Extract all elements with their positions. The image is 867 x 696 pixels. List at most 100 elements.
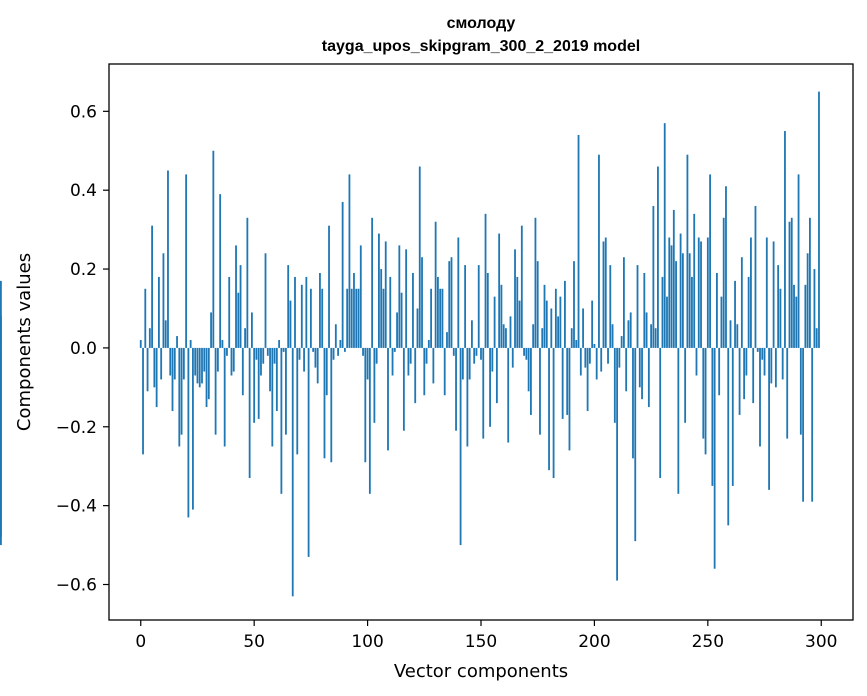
bar-78 bbox=[316, 347, 319, 384]
bar-119 bbox=[409, 347, 412, 364]
bar-245 bbox=[695, 347, 698, 376]
bar-203 bbox=[600, 347, 603, 372]
bar-33 bbox=[214, 347, 217, 435]
bar-235 bbox=[672, 209, 675, 348]
bar-45 bbox=[241, 347, 244, 396]
bar-43 bbox=[237, 292, 240, 348]
bar-129 bbox=[432, 347, 435, 384]
bar-88 bbox=[339, 340, 342, 348]
bar-18 bbox=[180, 347, 183, 435]
bar-124 bbox=[421, 257, 423, 348]
bar-241 bbox=[686, 154, 689, 348]
bar-271 bbox=[754, 205, 757, 348]
bar-168 bbox=[520, 225, 523, 348]
bar-258 bbox=[725, 186, 727, 348]
bar-85 bbox=[332, 347, 335, 360]
bar-177 bbox=[541, 328, 544, 348]
x-axis-label: Vector components bbox=[394, 661, 568, 682]
bar-236 bbox=[675, 261, 677, 348]
bar-246 bbox=[697, 237, 700, 348]
bar-49 bbox=[251, 312, 253, 348]
bar-9 bbox=[160, 347, 163, 380]
bar-211 bbox=[618, 347, 621, 368]
bar-165 bbox=[514, 249, 516, 348]
bar-115 bbox=[400, 292, 403, 348]
bar-295 bbox=[809, 217, 811, 348]
bar-226 bbox=[652, 205, 655, 348]
bar-111 bbox=[391, 347, 394, 376]
bar-14 bbox=[171, 347, 174, 411]
bar-70 bbox=[298, 347, 301, 360]
bar-11 bbox=[164, 320, 167, 348]
bar-161 bbox=[505, 328, 507, 348]
bar-99 bbox=[364, 347, 367, 463]
bar-2 bbox=[144, 288, 147, 348]
bar-50 bbox=[253, 347, 256, 423]
x-tick-label: 250 bbox=[692, 632, 724, 652]
bar-287 bbox=[790, 217, 793, 348]
bar-109 bbox=[387, 347, 389, 451]
bar-204 bbox=[602, 241, 605, 348]
bar-171 bbox=[527, 347, 530, 392]
bar-205 bbox=[604, 237, 607, 348]
bar-256 bbox=[720, 296, 723, 348]
bar-127 bbox=[427, 340, 430, 348]
bar-180 bbox=[548, 347, 550, 471]
bar-7 bbox=[155, 347, 158, 408]
bar-141 bbox=[459, 347, 462, 546]
bar-32 bbox=[212, 150, 215, 348]
bar-66 bbox=[289, 300, 292, 348]
bar-22 bbox=[189, 340, 192, 348]
bar-268 bbox=[747, 276, 750, 348]
bar-270 bbox=[752, 347, 755, 404]
bar-58 bbox=[271, 347, 274, 447]
bar-71 bbox=[300, 284, 303, 348]
bar-293 bbox=[804, 284, 807, 348]
bar-191 bbox=[573, 261, 575, 348]
bar-174 bbox=[534, 217, 537, 348]
bar-201 bbox=[595, 347, 598, 380]
bar-135 bbox=[446, 332, 448, 348]
bar-87 bbox=[337, 347, 339, 356]
bar-73 bbox=[305, 276, 308, 348]
bar-65 bbox=[287, 265, 290, 348]
bar-137 bbox=[450, 257, 453, 348]
y-tick-label: −0.4 bbox=[56, 497, 97, 517]
bar-185 bbox=[559, 296, 562, 348]
bar-77 bbox=[314, 347, 317, 368]
bar-17 bbox=[178, 347, 181, 447]
bar-224 bbox=[647, 347, 650, 408]
bar-156 bbox=[493, 296, 496, 348]
bar-90 bbox=[344, 347, 346, 352]
bar-213 bbox=[623, 257, 625, 348]
bar-162 bbox=[507, 347, 510, 443]
bar-84 bbox=[330, 347, 333, 463]
bar-267 bbox=[745, 347, 748, 376]
bar-219 bbox=[636, 265, 639, 348]
bar-247 bbox=[700, 241, 702, 348]
bar-188 bbox=[566, 347, 569, 415]
bar-229 bbox=[659, 347, 662, 479]
bar-56 bbox=[266, 347, 269, 356]
x-tick-label: 300 bbox=[805, 632, 837, 652]
bar-undefined bbox=[0, 347, 2, 546]
bar-100 bbox=[366, 347, 369, 380]
bar-120 bbox=[412, 272, 414, 348]
bar-81 bbox=[323, 347, 326, 459]
bar-96 bbox=[357, 288, 360, 348]
bar-21 bbox=[187, 347, 190, 518]
bar-29 bbox=[205, 347, 208, 408]
bar-103 bbox=[373, 347, 376, 423]
bar-139 bbox=[455, 347, 457, 431]
bar-179 bbox=[545, 300, 548, 348]
bar-155 bbox=[491, 347, 494, 372]
bar-277 bbox=[768, 347, 770, 490]
bar-283 bbox=[781, 347, 784, 380]
bar-285 bbox=[786, 347, 789, 439]
bar-220 bbox=[638, 347, 641, 388]
bar-184 bbox=[557, 316, 560, 348]
bar-279 bbox=[772, 241, 775, 348]
bar-272 bbox=[756, 347, 759, 352]
bar-164 bbox=[511, 347, 514, 368]
